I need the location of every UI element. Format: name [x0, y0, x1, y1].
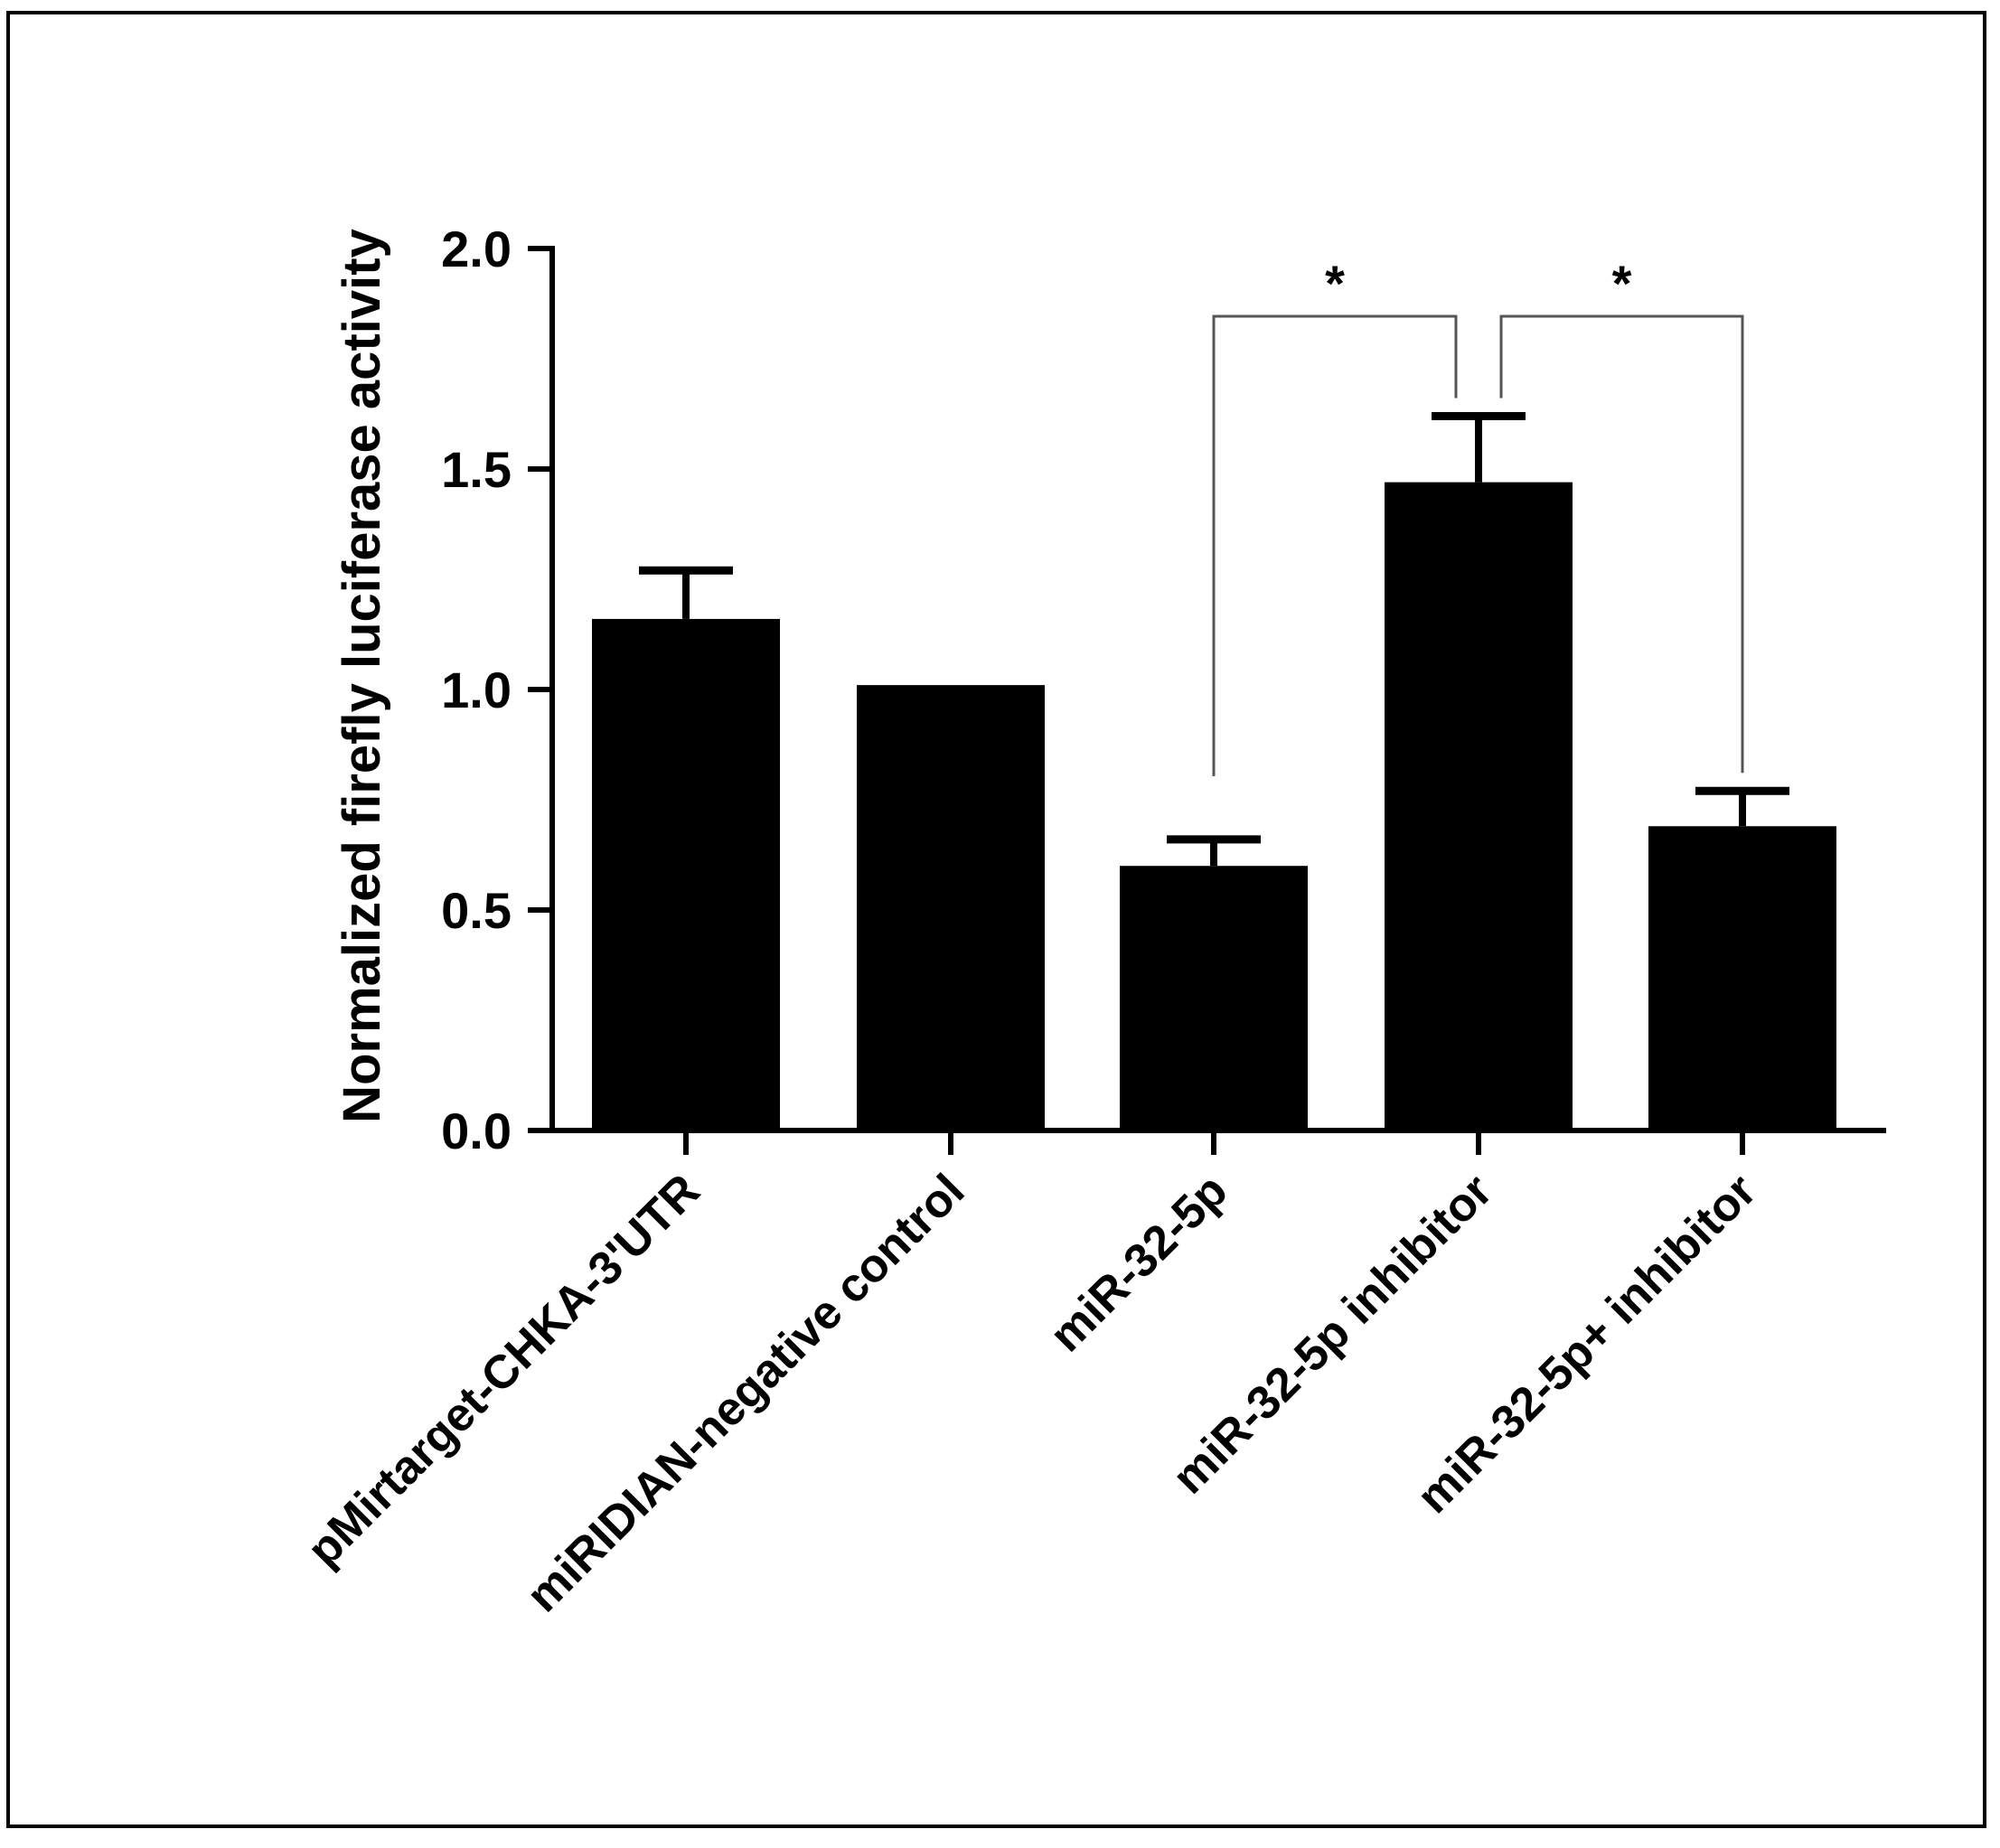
- significance-label: *: [1325, 255, 1345, 312]
- y-axis-label: Normalized firefly luciferase activity: [333, 229, 391, 1123]
- x-tick-label: miR-32-5p: [1040, 1164, 1238, 1362]
- significance-label: *: [1612, 255, 1632, 312]
- bar: [1120, 866, 1308, 1130]
- significance-bracket: [1499, 314, 1744, 774]
- bar: [1648, 826, 1836, 1130]
- y-tick-label: 0.5: [441, 882, 512, 939]
- significance-bracket: [1212, 314, 1458, 776]
- bar: [857, 685, 1045, 1130]
- y-tick-label: 1.0: [441, 661, 512, 718]
- bar: [592, 618, 780, 1130]
- y-tick-label: 2.0: [441, 220, 512, 277]
- x-tick-label: miRIDIAN-negative control: [517, 1164, 975, 1622]
- y-tick-label: 1.5: [441, 441, 512, 498]
- bar: [1385, 482, 1573, 1130]
- y-tick-label: 0.0: [441, 1102, 512, 1159]
